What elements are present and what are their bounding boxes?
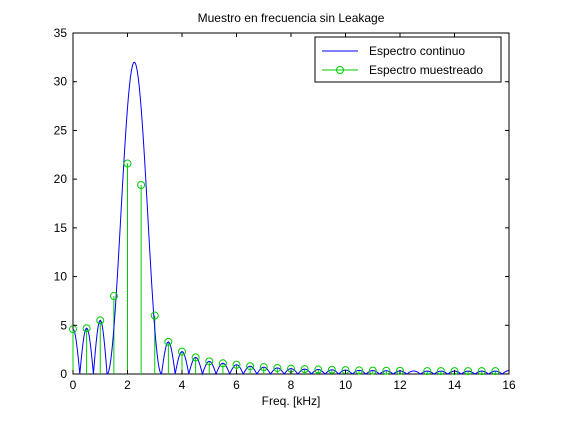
sample-point: [436, 367, 445, 376]
x-tick-label: 6: [233, 378, 240, 392]
sample-point: [396, 366, 404, 375]
legend: Espectro continuo Espectro muestreado: [314, 36, 502, 83]
sample-point: [96, 316, 105, 325]
sample-point: [491, 367, 500, 376]
sample-point: [327, 365, 336, 374]
sample-point: [218, 359, 227, 368]
x-tick-label: 4: [179, 378, 186, 392]
sample-point: [464, 367, 473, 376]
sample-point: [164, 337, 173, 346]
y-tick-label: 10: [54, 270, 68, 284]
sample-point: [259, 363, 268, 372]
sample-point: [423, 367, 432, 376]
x-axis-ticks: 0 2 4 6 8 10 12 14 16: [70, 33, 516, 392]
legend-continuous-label: Espectro continuo: [369, 44, 465, 58]
x-tick-label: 14: [448, 378, 462, 392]
y-tick-label: 5: [60, 318, 67, 332]
sample-point: [450, 367, 459, 376]
y-tick-label: 0: [60, 367, 67, 381]
x-tick-label: 10: [339, 378, 353, 392]
sample-point: [368, 366, 377, 375]
sample-point: [109, 292, 118, 301]
sample-point: [314, 365, 323, 374]
sample-point: [137, 180, 146, 189]
sample-point: [205, 357, 214, 366]
y-tick-label: 35: [54, 26, 68, 40]
sample-point: [191, 353, 200, 362]
sample-point: [178, 347, 186, 356]
x-tick-label: 16: [502, 378, 516, 392]
sample-point: [232, 360, 241, 369]
sample-point: [355, 366, 364, 375]
x-tick-label: 2: [124, 378, 131, 392]
legend-box: [314, 36, 502, 83]
sample-point: [246, 362, 255, 371]
sample-point: [82, 324, 91, 333]
y-axis-ticks: 0 5 10 15 20 25 30 35: [54, 26, 509, 381]
legend-sampled-label: Espectro muestreado: [369, 63, 483, 77]
sample-point: [273, 363, 282, 372]
x-tick-label: 0: [70, 378, 77, 392]
sample-point: [477, 367, 486, 376]
legend-sampled-marker: [336, 66, 344, 74]
sample-point: [150, 311, 159, 320]
sampled-spectrum-markers: [69, 159, 500, 376]
sample-point: [382, 366, 391, 375]
y-tick-label: 30: [54, 75, 68, 89]
y-tick-label: 20: [54, 172, 68, 186]
chart-title: Muestro en frecuencia sin Leakage: [198, 11, 385, 25]
plot-area: [69, 32, 510, 376]
x-tick-label: 8: [288, 378, 295, 392]
axes-box: [72, 32, 510, 375]
sampled-spectrum-stems: [72, 163, 496, 374]
x-axis-label: Freq. [kHz]: [262, 394, 321, 408]
y-tick-label: 15: [54, 221, 68, 235]
continuous-spectrum-line: [72, 61, 510, 376]
y-tick-label: 25: [54, 123, 68, 137]
x-tick-label: 12: [393, 378, 407, 392]
sample-point: [123, 159, 132, 168]
sample-point: [300, 365, 309, 374]
